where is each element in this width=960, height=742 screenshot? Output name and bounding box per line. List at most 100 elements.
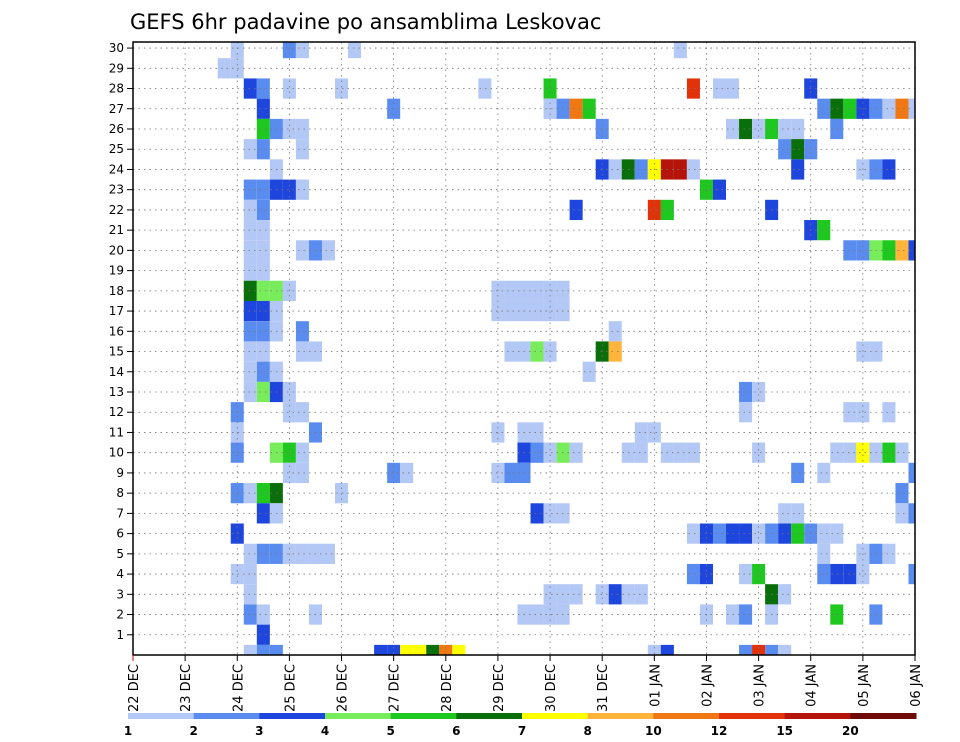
heat-cell: [712, 78, 727, 99]
x-tick-label: 28 DEC: [440, 664, 455, 712]
heat-cell: [256, 300, 270, 322]
heat-cell: [582, 361, 596, 382]
heat-cell: [778, 503, 792, 524]
heat-cell: [830, 98, 844, 119]
y-tick-label: 18: [109, 284, 124, 298]
heat-cell: [830, 442, 844, 463]
heat-cell: [686, 159, 700, 180]
heat-cell: [569, 98, 583, 119]
heat-cell: [256, 543, 270, 564]
x-tick-label: 03 JAN: [753, 664, 768, 707]
heat-cell: [843, 442, 857, 463]
y-tick-label: 30: [109, 41, 124, 55]
heat-cell: [230, 58, 244, 79]
heat-cell: [856, 402, 870, 423]
heat-cell: [543, 341, 557, 362]
cells-layer: [217, 42, 915, 655]
heat-cell: [295, 341, 309, 362]
color-legend: 1 2 3 4 5 6 7 8 10 12 15 20: [124, 713, 917, 738]
heat-cell: [791, 523, 805, 544]
x-tick-label: 25 DEC: [283, 664, 298, 712]
heat-cell: [243, 563, 257, 585]
legend-label: 7: [518, 724, 526, 738]
heat-cell: [282, 42, 296, 59]
heat-cell: [491, 300, 505, 322]
heat-cell: [530, 442, 544, 463]
heat-cell: [778, 118, 792, 140]
heat-cell: [256, 199, 270, 221]
heat-cell: [530, 604, 544, 625]
heat-cell: [543, 503, 557, 524]
y-tick-label: 21: [109, 223, 124, 237]
heat-cell: [908, 462, 915, 484]
y-tick-label: 28: [109, 82, 124, 96]
heat-cell: [673, 159, 687, 180]
heat-cell: [295, 321, 309, 342]
heat-cell: [256, 260, 270, 281]
heat-cell: [387, 644, 401, 655]
y-tick-label: 27: [109, 102, 124, 116]
heat-cell: [491, 462, 505, 484]
heat-cell: [765, 644, 779, 655]
heat-cell: [256, 321, 270, 342]
x-axis: 22 DEC 23 DEC 24 DEC 25 DEC 26 DEC 27 DEC 28 D…: [127, 655, 924, 712]
legend-label: 1: [124, 724, 132, 738]
legend-label: 5: [386, 724, 394, 738]
heat-cell: [269, 644, 283, 655]
heat-cell: [686, 563, 700, 585]
heat-cell: [882, 159, 896, 180]
heat-cell: [712, 523, 727, 544]
heat-cell: [908, 98, 915, 119]
heat-cell: [673, 442, 687, 463]
heat-cell: [791, 159, 805, 180]
y-tick-label: 15: [109, 345, 124, 359]
heat-cell: [243, 381, 257, 403]
heat-cell: [256, 381, 270, 403]
heat-cell: [856, 341, 870, 362]
x-tick-label: 04 JAN: [805, 664, 820, 707]
heat-cell: [256, 503, 270, 524]
heat-cell: [647, 199, 661, 221]
legend-swatch: [587, 713, 654, 719]
heat-cell: [686, 78, 700, 99]
legend-swatch: [653, 713, 720, 719]
y-tick-label: 29: [109, 61, 124, 75]
heat-cell: [321, 543, 336, 564]
heat-cell: [543, 300, 557, 322]
y-tick-label: 1: [116, 628, 124, 642]
y-tick-label: 11: [109, 425, 124, 439]
heat-cell: [543, 442, 557, 463]
heat-cell: [413, 644, 427, 655]
heat-cell: [843, 98, 857, 119]
y-tick-label: 17: [109, 304, 124, 318]
heat-cell: [817, 543, 831, 564]
heat-cell: [647, 644, 661, 655]
heat-cell: [243, 300, 257, 322]
x-tick-label: 31 DEC: [596, 664, 611, 712]
heat-cell: [791, 139, 805, 160]
heat-cell: [295, 442, 309, 463]
heat-cell: [243, 199, 257, 221]
heat-cell: [243, 361, 257, 382]
heat-cell: [882, 402, 896, 423]
x-tick-label: 23 DEC: [179, 664, 194, 712]
heat-cell: [256, 604, 270, 625]
heat-cell: [895, 483, 909, 504]
heat-cell: [686, 442, 700, 463]
heat-cell: [817, 220, 831, 241]
heat-cell: [256, 483, 270, 504]
heat-cell: [856, 240, 870, 261]
heat-cell: [243, 321, 257, 342]
x-tick-label: 06 JAN: [909, 664, 924, 707]
legend-swatch: [390, 713, 457, 719]
legend-label: 10: [645, 724, 662, 738]
grid-layer: [133, 42, 915, 655]
heat-cell: [243, 179, 257, 200]
heat-cell: [569, 442, 583, 463]
heat-cell: [882, 543, 896, 564]
heat-cell: [895, 503, 909, 524]
heat-cell: [634, 159, 648, 180]
legend-swatch: [784, 713, 851, 719]
heat-cell: [478, 78, 492, 99]
legend-swatch: [259, 713, 326, 719]
